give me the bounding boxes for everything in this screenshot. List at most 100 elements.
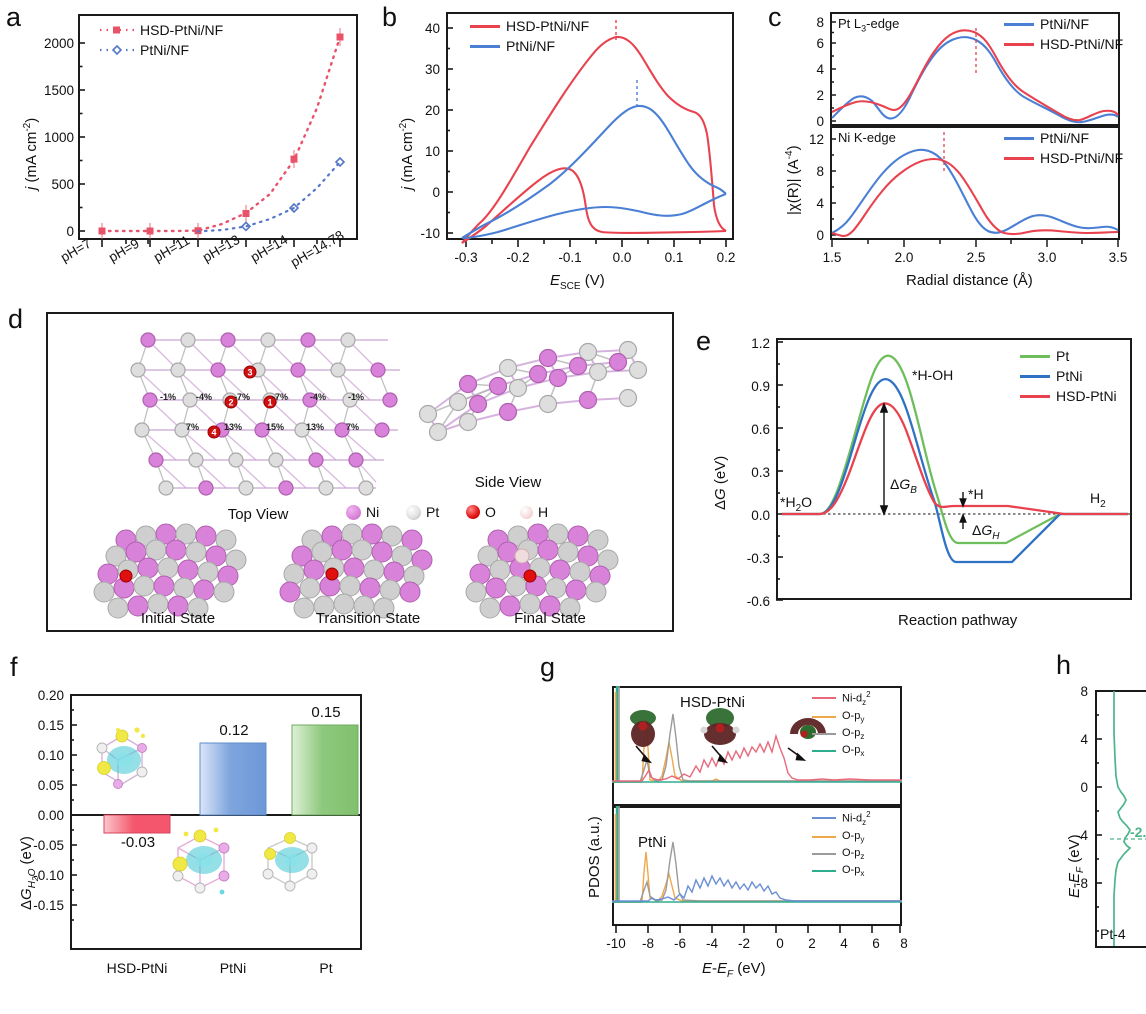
panel-b-legend-item-0: HSD-PtNi/NF [470, 18, 589, 34]
panel-a-legend-item-1: PtNi/NF [100, 42, 223, 58]
panel-g-xtick-3: -4 [705, 936, 718, 951]
panel-e-ytick-4: 0.6 [751, 422, 770, 437]
panel-g-legend-top-label-2: O-pz [842, 727, 865, 742]
panel-f-ytick-2: 0.10 [37, 748, 64, 763]
panel-h: h E-EF (eV) 8 4 0 -4 -8 -2.10 -2.22 [780, 648, 1146, 1014]
panel-g-xtick-1: -8 [641, 936, 654, 951]
panel-c-xtick-1: 2.0 [894, 250, 914, 265]
panel-b-ytick-3: 20 [424, 103, 440, 118]
panel-a-xtick-1: pH=9 [106, 235, 142, 265]
panel-a-ytick-0: 0 [66, 224, 74, 239]
panel-g-xtick-7: 4 [840, 936, 848, 951]
panel-e-legend-item-2: HSD-PtNi [1020, 388, 1117, 404]
panel-c-xlabel: Radial distance (Å) [906, 272, 1033, 289]
panel-c-bottom-title: Ni K-edge [838, 130, 896, 145]
panel-g-legend-bot-swatch-0 [812, 817, 836, 820]
panel-g-legend-bot-item-3: O-px [812, 864, 871, 878]
panel-e-anno-h: *H [968, 486, 984, 502]
panel-d-transition-state-cluster [279, 523, 433, 619]
panel-c-top-ytick-3: 6 [816, 36, 824, 51]
panel-c-xtick-4: 3.5 [1108, 250, 1128, 265]
panel-c-xtick-3: 3.0 [1037, 250, 1057, 265]
panel-e-legend-item-0: Pt [1020, 348, 1117, 364]
panel-b-legend-item-1: PtNi/NF [470, 38, 589, 54]
panel-f-label: f [10, 652, 18, 682]
panel-f-value-pt: 0.15 [311, 704, 341, 721]
panel-h-ytick-3: -4 [1075, 828, 1088, 843]
h-atom-icon [520, 505, 533, 519]
panel-e-anno-dgb: ΔGB [890, 476, 917, 496]
panel-a-label: a [6, 2, 22, 32]
panel-f-ytick-4: 0.00 [37, 808, 64, 823]
panel-e-legend-swatch-1 [1020, 374, 1050, 378]
panel-d: d [0, 300, 690, 645]
panel-d-legend-label-h: H [538, 504, 549, 520]
panel-d-box: 3 2 1 4 -1% -4% -7% -7% -4% -1% 7% 13% 1… [46, 312, 674, 632]
panel-d-legend-label-o: O [485, 504, 496, 520]
panel-c-xtick-2: 2.5 [966, 250, 986, 265]
panel-h-ytick-2: 0 [1080, 780, 1088, 795]
panel-d-legend-label-ni: Ni [366, 504, 380, 520]
panel-g-xtick-9: 8 [900, 936, 908, 951]
panel-e-anno-hoh: *H-OH [912, 367, 954, 383]
panel-e-anno-dgh: ΔGH [972, 522, 1000, 542]
panel-g-legend-bot-swatch-1 [812, 835, 836, 838]
panel-g-legend-bot-item-1: O-py [812, 830, 871, 844]
panel-d-side-view-lattice [418, 340, 648, 442]
panel-h-curve-label-0: Pt-4 [1100, 926, 1126, 942]
panel-f-xtick-1: PtNi [219, 960, 247, 976]
panel-d-atom-legend-pt: Pt [406, 504, 439, 520]
panel-d-strain-u1: -4% [196, 392, 213, 402]
panel-a-ytick-1: 500 [51, 177, 74, 192]
panel-g-ylabel: PDOS (a.u.) [586, 816, 603, 898]
panel-d-strain-u4: -4% [310, 392, 327, 402]
panel-d-atom-legend-ni: Ni [346, 504, 379, 520]
panel-c-top-ytick-2: 4 [816, 62, 824, 77]
panel-b-ytick-5: 40 [424, 21, 440, 36]
panel-h-dband-0: -2.10 [1130, 824, 1146, 840]
panel-c-top-ytick-0: 0 [816, 114, 824, 129]
panel-e-xlabel: Reaction pathway [898, 612, 1018, 629]
panel-d-caption-top-view: Top View [227, 506, 289, 523]
panel-g-label: g [540, 652, 556, 682]
panel-c-bot-ytick-1: 4 [816, 196, 824, 211]
panel-c-top-ytick-4: 8 [816, 15, 824, 30]
panel-d-caption-final: Final State [514, 610, 586, 627]
panel-g-legend-bot-item-2: O-pz [812, 847, 871, 861]
panel-d-strain-l3: 13% [306, 422, 325, 432]
panel-c-legend-top-swatch-0 [1004, 22, 1034, 26]
panel-d-top-view-lattice: 3 2 1 4 [130, 332, 400, 496]
panel-d-strain-l2: 15% [266, 422, 285, 432]
panel-f-ytick-7: -0.15 [33, 898, 64, 913]
panel-f-ytick-5: -0.05 [33, 838, 64, 853]
panel-d-strain-u3: -7% [272, 392, 289, 402]
panel-d-caption-side-view: Side View [474, 474, 542, 491]
panel-e-ylabel: ΔG (eV) [712, 455, 729, 510]
panel-f-ytick-0: 0.20 [37, 688, 64, 703]
panel-c-legend-top-label-1: HSD-PtNi/NF [1040, 36, 1124, 52]
panel-d-caption-initial: Initial State [140, 610, 216, 627]
panel-g-xlabel: E-EF (eV) [702, 960, 766, 980]
panel-f-ytick-3: 0.05 [37, 778, 64, 793]
panel-d-strain-l4: 7% [346, 422, 360, 432]
panel-c-xtick-0: 1.5 [822, 250, 842, 265]
panel-b-xtick-0: -0.3 [454, 250, 478, 265]
panel-f-xtick-2: Pt [319, 960, 333, 976]
panel-b: b j (mA cm-2) -10 0 10 20 30 40 [378, 0, 758, 300]
panel-g-legend-bot-label-1: O-py [842, 829, 865, 845]
panel-e-anno-h2: H2 [1090, 490, 1106, 510]
panel-g-legend-top-item-2: O-pz [812, 727, 871, 741]
panel-a-ytick-4: 2000 [43, 36, 74, 51]
panel-e-ytick-0: -0.6 [746, 594, 770, 609]
panel-e-ytick-5: 0.9 [751, 379, 770, 394]
panel-c-legend-top-swatch-1 [1004, 42, 1034, 46]
panel-g-bottom-title: PtNi [638, 834, 667, 851]
panel-c-label: c [768, 2, 782, 32]
panel-d-strain-u5: -1% [348, 392, 365, 402]
panel-b-xlabel: ESCE (V) [550, 272, 605, 292]
panel-e-ytick-1: -0.3 [746, 551, 770, 566]
panel-c-legend-bot-swatch-0 [1004, 136, 1034, 140]
panel-b-legend-label-1: PtNi/NF [506, 38, 555, 54]
panel-g-legend-bottom: Ni-dz2 O-py O-pz O-px [812, 810, 871, 878]
panel-c-top-title: Pt L3-edge [838, 16, 900, 34]
